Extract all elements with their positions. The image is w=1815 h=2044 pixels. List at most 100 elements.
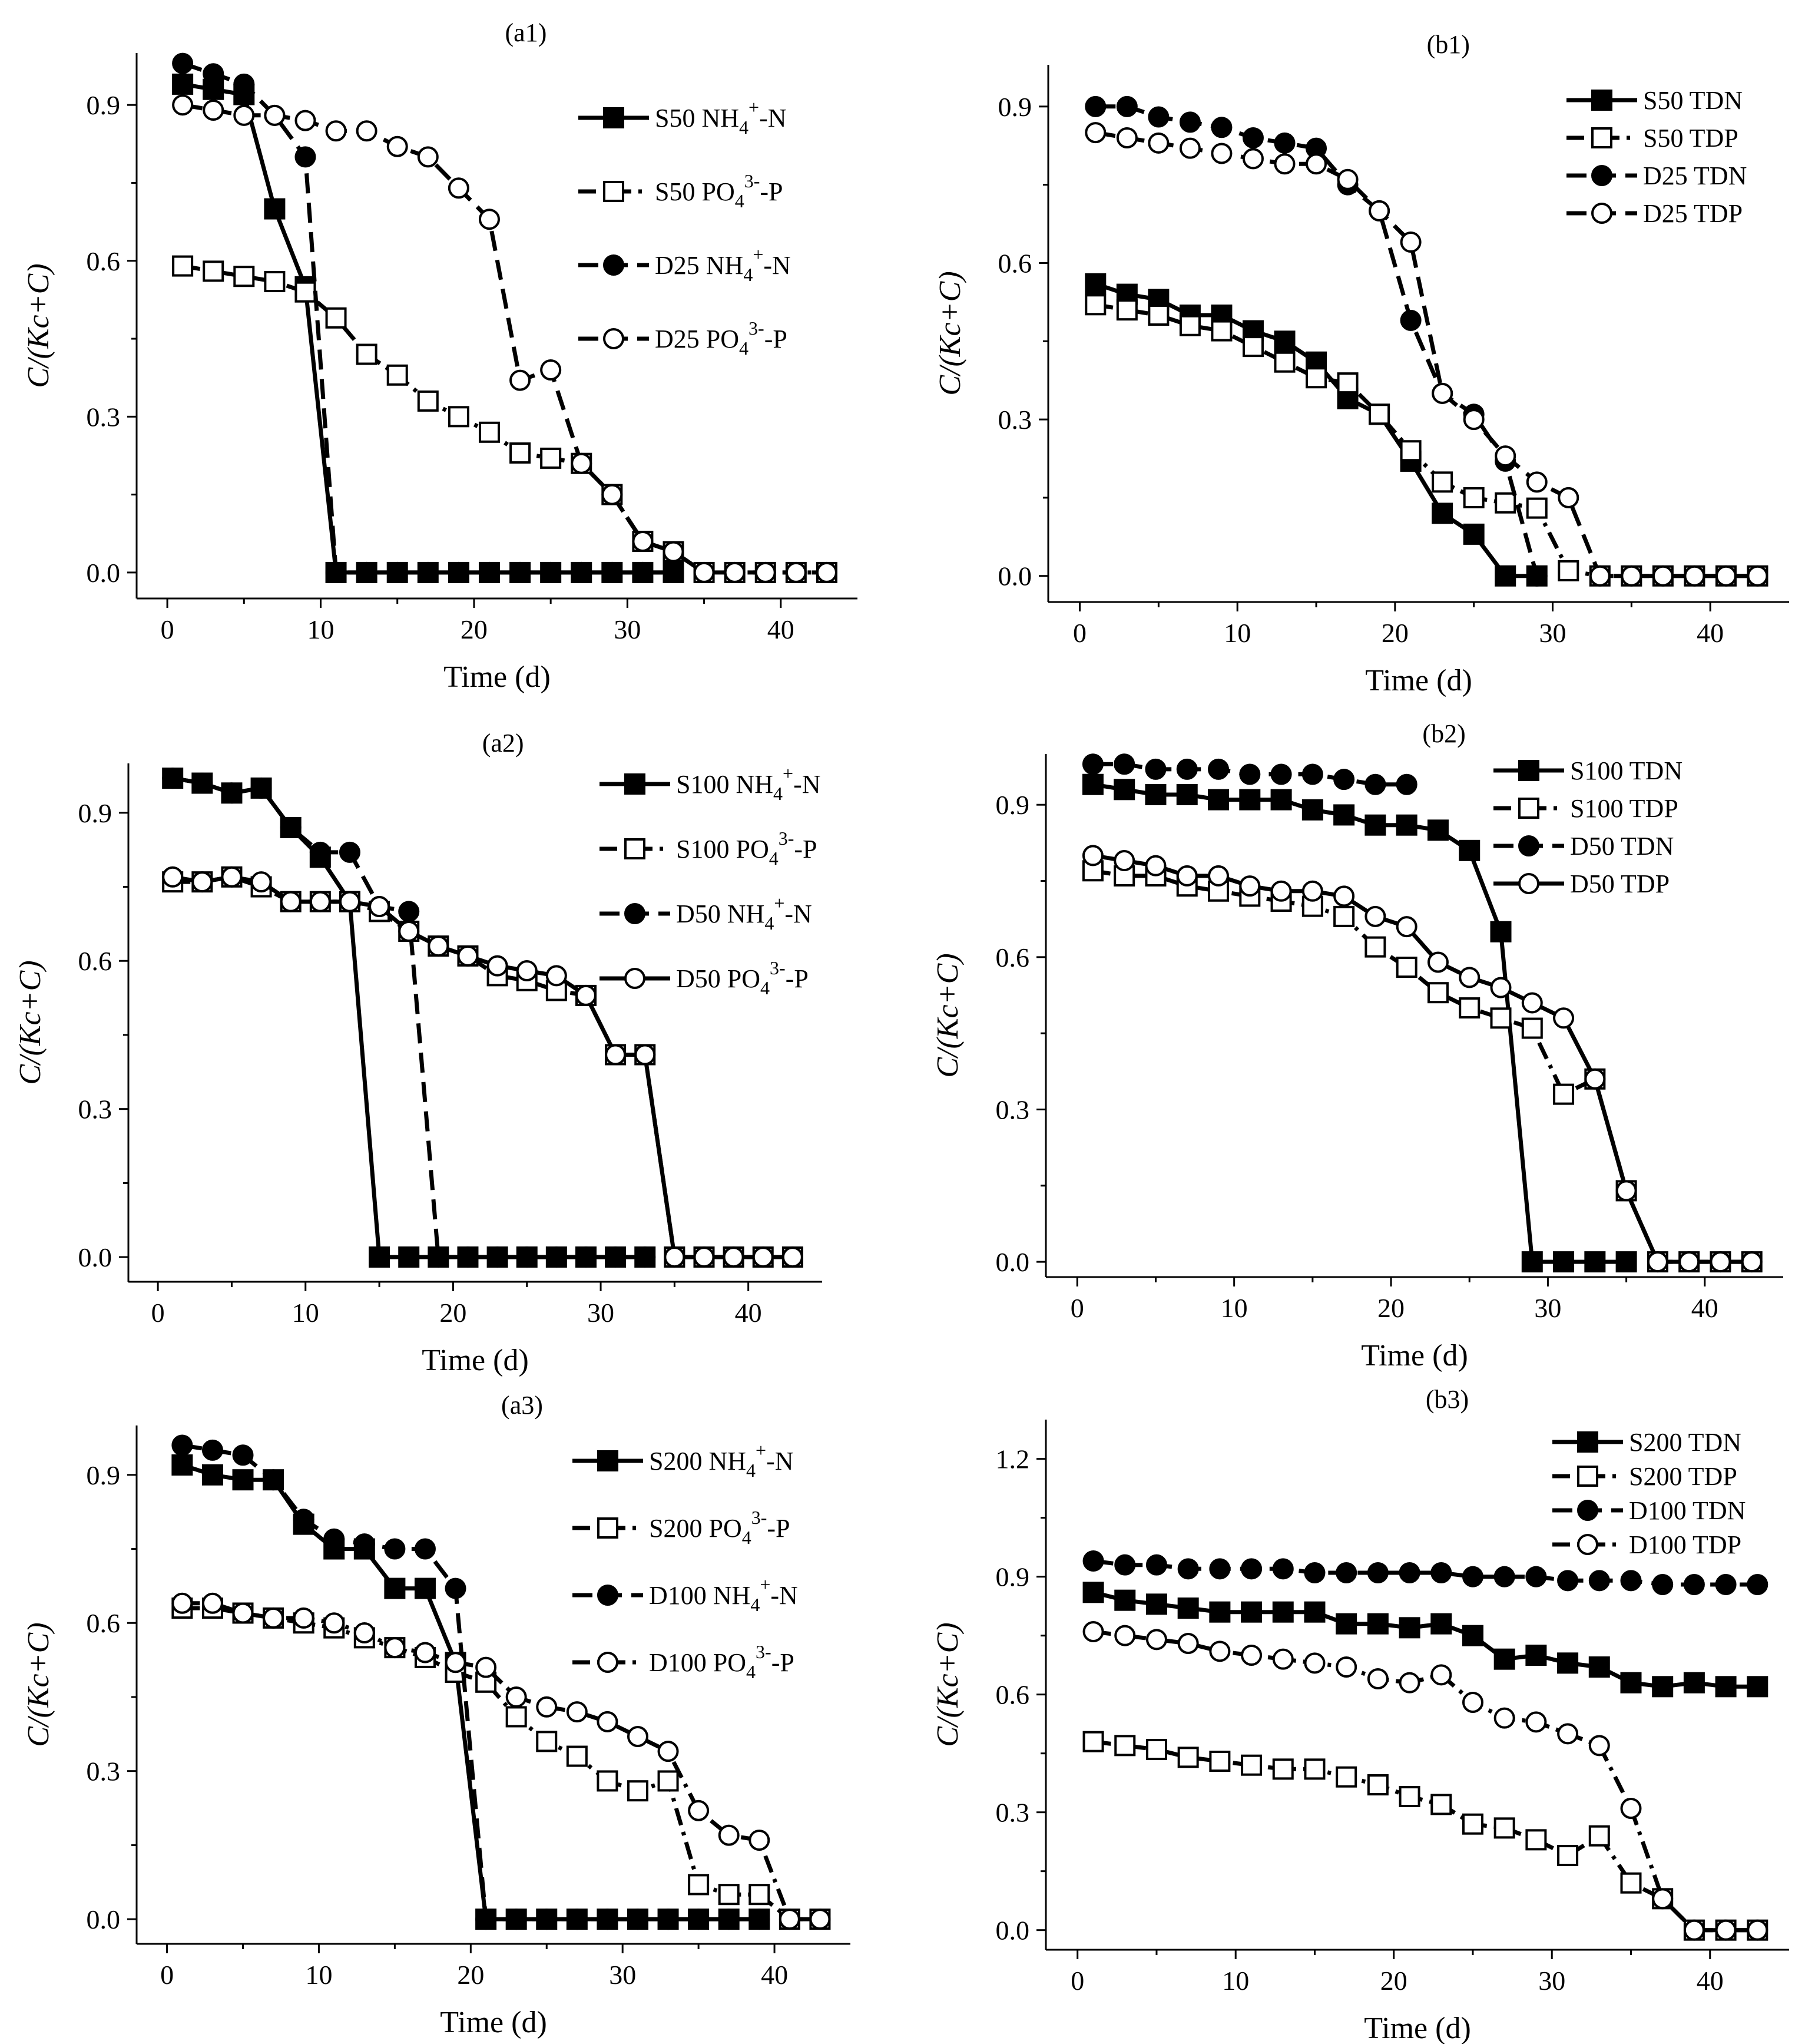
series-1 — [1082, 860, 1763, 1273]
legend-marker — [624, 968, 645, 989]
data-point — [1145, 855, 1167, 877]
data-point — [417, 390, 439, 412]
x-axis-title: Time (d) — [1361, 1339, 1468, 1372]
legend-marker — [1591, 203, 1612, 224]
y-tick-label: 0.0 — [87, 558, 121, 588]
data-point — [1558, 487, 1579, 508]
data-point — [688, 1874, 710, 1896]
data-point — [1241, 1601, 1263, 1623]
data-point — [203, 260, 224, 282]
data-point — [221, 782, 243, 804]
series-line — [172, 776, 645, 1259]
data-point — [1521, 1017, 1543, 1039]
series-line — [182, 264, 827, 575]
data-point — [1715, 565, 1737, 587]
y-tick-label: 0.9 — [87, 90, 121, 120]
y-tick-label: 0.0 — [998, 561, 1032, 591]
data-point — [221, 866, 243, 888]
data-point — [445, 1577, 466, 1599]
data-point — [1364, 936, 1386, 958]
data-point — [1463, 487, 1485, 508]
data-point — [478, 209, 500, 230]
data-point — [1333, 885, 1355, 907]
x-tick-label: 40 — [735, 1298, 762, 1328]
data-point — [1211, 117, 1233, 138]
data-point — [1082, 845, 1104, 866]
data-point — [201, 1592, 223, 1614]
data-point — [1584, 1251, 1606, 1273]
series-2 — [162, 768, 656, 1268]
data-point — [386, 135, 408, 157]
data-point — [264, 104, 286, 126]
data-point — [1082, 1550, 1104, 1572]
legend-marker — [1518, 798, 1539, 819]
legend-label: S200 PO43--P — [649, 1507, 790, 1548]
data-point — [1396, 773, 1417, 795]
data-point — [1239, 789, 1261, 811]
legend-label: D25 NH4+-N — [655, 244, 791, 285]
data-point — [1304, 1758, 1326, 1780]
legend-label: D100 TDP — [1629, 1530, 1741, 1559]
data-point — [1400, 231, 1422, 253]
data-point — [566, 1745, 588, 1767]
y-tick-label: 0.3 — [87, 1757, 121, 1787]
data-point — [323, 1612, 345, 1634]
data-point — [536, 1731, 558, 1752]
data-point — [1462, 1813, 1483, 1835]
data-point — [1430, 1562, 1452, 1583]
data-point — [1525, 1566, 1547, 1587]
data-point — [748, 1884, 770, 1906]
series-line — [1093, 1559, 1758, 1587]
data-point — [1400, 440, 1422, 462]
x-tick-label: 20 — [1377, 1293, 1405, 1323]
data-point — [632, 530, 654, 552]
y-tick-label: 0.6 — [78, 946, 112, 976]
data-point — [1493, 1566, 1515, 1587]
data-point — [1114, 1589, 1136, 1611]
x-tick-label: 20 — [457, 1960, 484, 1990]
x-axis-title: Time (d) — [443, 660, 551, 694]
data-point — [293, 1607, 314, 1629]
data-point — [264, 271, 286, 293]
data-point — [1145, 1593, 1167, 1615]
x-tick-label: 10 — [292, 1298, 319, 1328]
legend: S50 TDN S50 TDP D25 TDN D25 TDP — [1566, 86, 1747, 228]
data-point — [1148, 106, 1170, 128]
legend-marker — [1577, 1500, 1598, 1521]
legend-marker — [597, 1652, 618, 1673]
data-point — [1558, 560, 1579, 581]
series-3 — [1082, 845, 1763, 1273]
data-point — [1747, 565, 1768, 587]
data-point — [353, 1533, 375, 1555]
legend-marker — [603, 181, 624, 202]
data-point — [1495, 445, 1516, 467]
data-point — [250, 777, 272, 799]
series-line — [1092, 868, 1752, 1264]
data-point — [1588, 1735, 1610, 1757]
data-point — [1274, 351, 1296, 373]
series-line — [1093, 1629, 1758, 1933]
legend-label: D50 PO43--P — [676, 957, 809, 998]
y-tick-label: 0.0 — [78, 1242, 112, 1272]
legend-label: D50 NH4+-N — [676, 892, 812, 934]
data-point — [1114, 850, 1135, 872]
data-point — [1301, 799, 1323, 821]
y-tick-label: 0.9 — [996, 790, 1030, 820]
series-line — [1095, 302, 1758, 578]
data-point — [571, 452, 592, 474]
series-3 — [171, 1592, 831, 1930]
panel-label: (a2) — [482, 729, 524, 758]
x-tick-label: 0 — [1071, 1293, 1084, 1323]
data-point — [369, 1246, 390, 1268]
data-point — [356, 343, 377, 365]
data-point — [1304, 1601, 1326, 1623]
data-point — [1274, 132, 1296, 154]
series-line — [1092, 782, 1627, 1264]
data-point — [1462, 1566, 1483, 1587]
data-point — [540, 447, 562, 469]
data-point — [1336, 1613, 1357, 1635]
panel-label: (b3) — [1426, 1385, 1469, 1414]
data-point — [1082, 753, 1104, 775]
data-point — [1521, 1251, 1543, 1273]
